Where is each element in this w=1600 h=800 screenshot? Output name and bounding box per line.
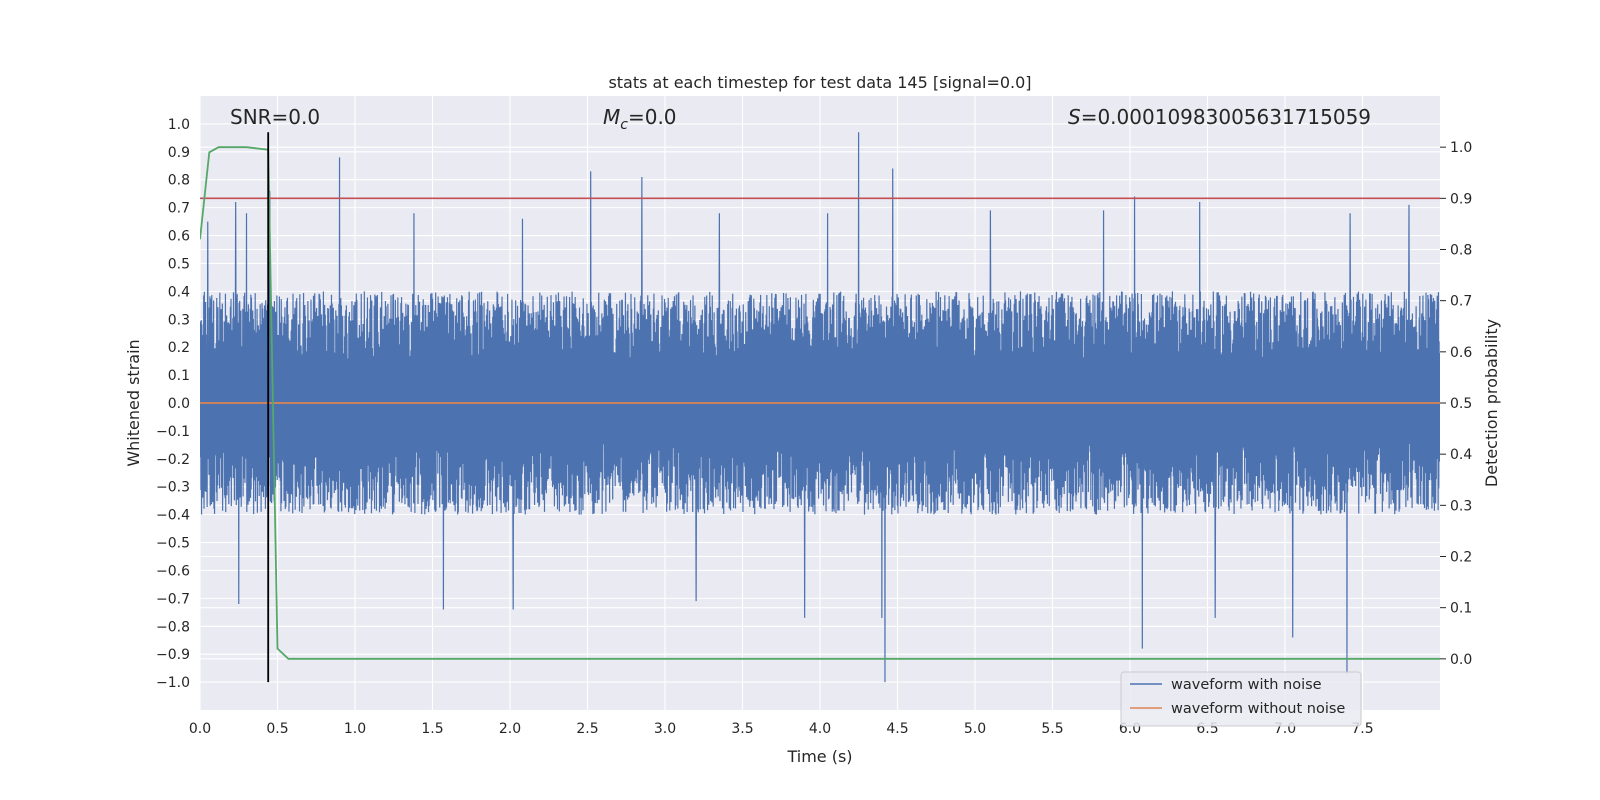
x-tick-label: 4.5 xyxy=(886,721,908,737)
y-left-tick-label: −0.2 xyxy=(156,452,190,468)
y-left-tick-label: 0.6 xyxy=(168,229,190,245)
legend-box xyxy=(1120,671,1362,727)
x-tick-label: 5.5 xyxy=(1041,721,1063,737)
y-left-tick-label: −0.4 xyxy=(156,508,190,524)
legend-label-noise: waveform with noise xyxy=(1171,677,1322,693)
legend-label-clean: waveform without noise xyxy=(1171,701,1345,717)
s-symbol: S xyxy=(1068,105,1081,129)
series-detection-probability xyxy=(200,146,1440,660)
x-tick-label: 0.0 xyxy=(189,721,211,737)
y-right-tick-label: 0.0 xyxy=(1450,652,1472,668)
y-right-tick-label: 0.2 xyxy=(1450,550,1472,566)
y-left-tick-label: −0.3 xyxy=(156,480,190,496)
y-left-tick-label: 0.9 xyxy=(168,145,190,161)
y-right-tick-labels: 1.0 0.9 0.8 0.7 0.6 0.5 0.4 0.3 0.2 0.1 0.0 xyxy=(1440,140,1472,668)
y-left-tick-label: 0.7 xyxy=(168,201,190,217)
x-tick-label: 3.5 xyxy=(731,721,753,737)
x-tick-label: 1.0 xyxy=(344,721,366,737)
mc-symbol: M xyxy=(603,105,620,129)
x-tick-label: 2.5 xyxy=(576,721,598,737)
y-left-tick-label: 0.4 xyxy=(168,284,190,300)
legend: waveform with noise waveform without noi… xyxy=(1120,671,1362,727)
y-right-tick-label: 0.7 xyxy=(1450,294,1472,310)
y-left-tick-label: 0.2 xyxy=(168,340,190,356)
x-tick-label: 2.0 xyxy=(499,721,521,737)
snr-annotation: SNR=0.0 xyxy=(230,105,320,129)
chirp-mass-annotation: Mc=0.0 xyxy=(603,105,677,133)
y-left-tick-label: 0.5 xyxy=(168,256,190,272)
x-tick-label: 1.5 xyxy=(421,721,443,737)
y-left-tick-label: 0.3 xyxy=(168,312,190,328)
y-left-tick-label: −0.5 xyxy=(156,536,190,552)
y-right-tick-label: 0.1 xyxy=(1450,601,1472,617)
y-right-tick-label: 0.5 xyxy=(1450,396,1472,412)
y-right-tick-label: 0.6 xyxy=(1450,345,1472,361)
y-right-tick-label: 1.0 xyxy=(1450,140,1472,156)
series-waveform-with-noise xyxy=(200,132,1440,683)
y-left-tick-label: −1.0 xyxy=(156,675,190,691)
x-tick-label: 3.0 xyxy=(654,721,676,737)
y-left-axis-label: Whitened strain xyxy=(124,339,143,466)
y-left-tick-label: −0.8 xyxy=(156,619,190,635)
mc-subscript: c xyxy=(620,117,628,133)
y-right-tick-label: 0.8 xyxy=(1450,243,1472,259)
x-axis-label: Time (s) xyxy=(786,747,852,766)
y-left-tick-label: 0.1 xyxy=(168,368,190,384)
y-left-tick-label: 0.8 xyxy=(168,173,190,189)
y-right-tick-label: 0.3 xyxy=(1450,498,1472,514)
y-left-tick-label: −0.7 xyxy=(156,591,190,607)
y-left-tick-labels: 1.0 0.9 0.8 0.7 0.6 0.5 0.4 0.3 0.2 0.1 0.0 −0.1 −0.… xyxy=(156,117,190,691)
y-left-tick-label: −0.6 xyxy=(156,563,190,579)
y-left-tick-label: −0.1 xyxy=(156,424,190,440)
y-right-axis-label: Detection probability xyxy=(1482,319,1501,487)
mc-value: =0.0 xyxy=(628,105,677,129)
x-tick-label: 4.0 xyxy=(809,721,831,737)
s-annotation: S=0.00010983005631715059 xyxy=(1068,105,1371,129)
y-left-tick-label: 1.0 xyxy=(168,117,190,133)
x-tick-label: 0.5 xyxy=(266,721,288,737)
chart-title: stats at each timestep for test data 145… xyxy=(608,73,1031,92)
s-value: =0.00010983005631715059 xyxy=(1081,105,1371,129)
y-right-tick-label: 0.4 xyxy=(1450,447,1472,463)
y-left-tick-label: −0.9 xyxy=(156,647,190,663)
y-left-tick-label: 0.0 xyxy=(168,396,190,412)
x-tick-label: 5.0 xyxy=(964,721,986,737)
y-right-tick-label: 0.9 xyxy=(1450,191,1472,207)
